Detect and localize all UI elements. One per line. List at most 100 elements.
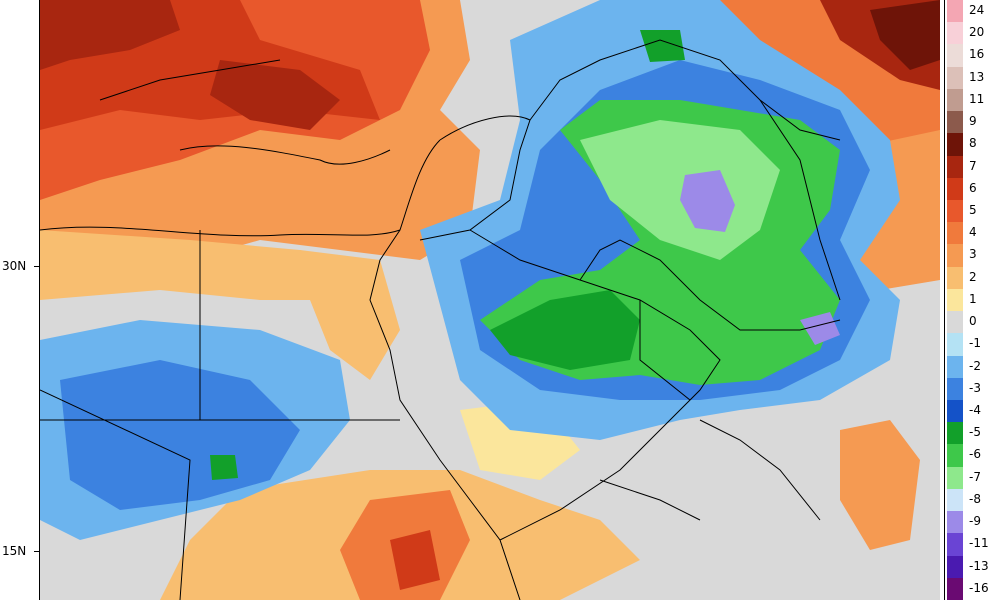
legend-swatch <box>947 266 963 289</box>
legend-label: -11 <box>969 536 989 551</box>
legend-swatch <box>947 444 963 467</box>
legend-row: -8 <box>945 488 1000 512</box>
warm-anomaly-ethiopia-core <box>390 530 440 590</box>
legend-swatch <box>947 222 963 245</box>
legend-label: 1 <box>969 291 977 306</box>
legend-swatch <box>947 400 963 423</box>
legend-label: 6 <box>969 180 977 195</box>
legend-swatch <box>947 0 963 23</box>
warm-anomaly-sahara-edge <box>40 230 370 300</box>
legend-label: -2 <box>969 358 981 373</box>
legend-row: 16 <box>945 44 1000 67</box>
legend-label: 0 <box>969 314 977 329</box>
legend-row: 24 <box>945 0 1000 23</box>
legend-row: 20 <box>945 22 1000 45</box>
legend-row: 5 <box>945 200 1000 223</box>
legend-row: -11 <box>945 533 1000 556</box>
legend-swatch <box>947 488 963 512</box>
legend-label: 3 <box>969 247 977 262</box>
legend-row: 11 <box>945 88 1000 112</box>
legend-row: -1 <box>945 333 1000 356</box>
map-svg <box>40 0 940 600</box>
legend-row: 6 <box>945 177 1000 200</box>
cold-anomaly-gulf-peak <box>800 312 840 345</box>
legend-swatch <box>947 244 963 267</box>
warm-anomaly-anatolia <box>210 60 340 130</box>
legend-swatch <box>947 533 963 556</box>
legend-label: 5 <box>969 203 977 217</box>
cold-anomaly-iran-light <box>580 120 780 260</box>
legend-label: 13 <box>969 69 985 84</box>
legend-row: -13 <box>945 555 1000 578</box>
legend-label: 4 <box>969 225 977 240</box>
legend-swatch <box>947 355 963 378</box>
legend-swatch <box>947 155 963 178</box>
legend-row: 4 <box>945 222 1000 245</box>
borders <box>40 39 841 600</box>
warm-anomaly-arabian-sea <box>840 420 920 550</box>
legend-swatch <box>947 377 963 400</box>
legend-row: -3 <box>945 377 1000 400</box>
legend-row: -16 <box>945 577 1000 600</box>
legend-swatch <box>947 133 963 156</box>
legend-swatch <box>947 311 963 334</box>
legend-label: -13 <box>969 558 989 573</box>
cold-anomaly-africa-peak <box>210 455 238 480</box>
legend-label: -3 <box>969 380 981 395</box>
legend-label: -4 <box>969 403 981 417</box>
map-frame-left <box>39 0 40 600</box>
legend-row: 7 <box>945 155 1000 178</box>
legend-row: 8 <box>945 133 1000 156</box>
legend-label: -8 <box>969 491 981 506</box>
legend-row: -4 <box>945 400 1000 423</box>
legend-swatch <box>947 577 963 600</box>
legend-swatch <box>947 22 963 45</box>
legend-swatch <box>947 422 963 445</box>
legend-swatch <box>947 111 963 134</box>
legend-label: -5 <box>969 425 981 440</box>
legend-row: -5 <box>945 422 1000 445</box>
legend-label: -6 <box>969 447 981 462</box>
legend-swatch <box>947 466 963 489</box>
anomaly-map <box>40 0 940 600</box>
legend-label: -9 <box>969 514 981 529</box>
legend-label: 7 <box>969 158 977 173</box>
color-legend: 24 20 16 13 11 9 8 7 6 5 4 3 2 1 0 -1 -2 -3 -4 -5 -6 -7 -8 -9 -1… <box>944 0 1000 600</box>
cold-anomaly-iran-peak <box>680 170 735 232</box>
legend-row: 13 <box>945 66 1000 89</box>
cold-anomaly-arabia-core <box>490 290 640 370</box>
legend-row: 9 <box>945 111 1000 134</box>
warm-anomaly-core <box>40 0 180 70</box>
legend-swatch <box>947 288 963 312</box>
legend-row: 2 <box>945 266 1000 289</box>
legend-label: 2 <box>969 269 977 284</box>
legend-row: -7 <box>945 466 1000 489</box>
warm-anomaly-egypt <box>300 250 400 380</box>
warm-anomaly-northeast-peak <box>870 0 940 70</box>
legend-label: 11 <box>969 91 985 106</box>
legend-swatch <box>947 555 963 578</box>
legend-row: 0 <box>945 311 1000 334</box>
legend-label: -7 <box>969 469 981 484</box>
legend-row: 1 <box>945 288 1000 312</box>
lat-tick-15n <box>34 551 40 552</box>
legend-swatch <box>947 333 963 356</box>
legend-label: 16 <box>969 47 985 62</box>
cold-anomaly-africa-core <box>60 360 300 510</box>
legend-label: -1 <box>969 336 981 351</box>
legend-label: 24 <box>969 3 985 17</box>
legend-swatch <box>947 88 963 112</box>
legend-label: 8 <box>969 136 977 151</box>
lat-label-15n: 15N <box>2 544 27 558</box>
legend-swatch <box>947 44 963 67</box>
legend-row: -6 <box>945 444 1000 467</box>
cold-anomaly-caucasus <box>640 30 685 62</box>
legend-row: -2 <box>945 355 1000 378</box>
legend-label: -16 <box>969 580 989 595</box>
lat-tick-30n <box>34 266 40 267</box>
legend-swatch <box>947 66 963 89</box>
lat-label-30n: 30N <box>2 259 27 273</box>
legend-label: 20 <box>969 25 985 40</box>
legend-label: 9 <box>969 114 977 129</box>
legend-swatch <box>947 177 963 200</box>
